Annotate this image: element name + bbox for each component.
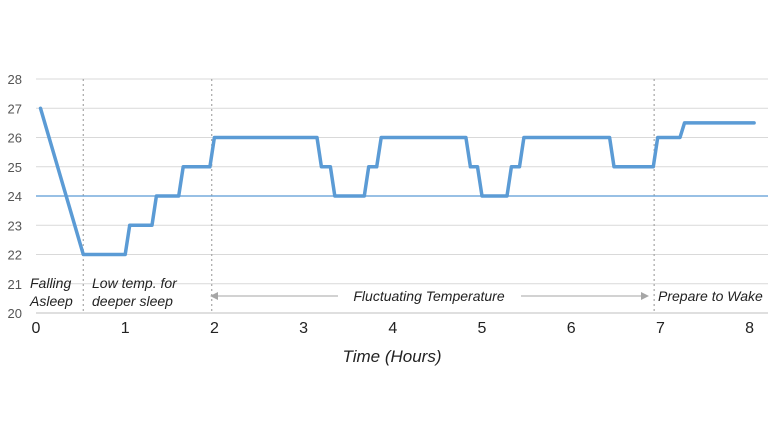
arrow-right-head [641,292,649,300]
annotation-low-temp-line1: Low temp. for [92,275,178,291]
y-tick-label: 25 [8,160,22,175]
annotation-falling-asleep-line2: Asleep [29,293,73,309]
y-tick-label: 27 [8,101,22,116]
x-axis-label: Time (Hours) [342,347,441,366]
annotation-prepare-to-wake: Prepare to Wake [658,288,763,304]
x-tick-label: 6 [567,320,576,337]
x-tick-label: 5 [478,320,487,337]
x-tick-label: 8 [745,320,754,337]
y-tick-label: 23 [8,218,22,233]
annotation-falling-asleep-line1: Falling [30,275,71,291]
y-tick-label: 22 [8,248,22,263]
annotation-low-temp-line2: deeper sleep [92,293,173,309]
x-tick-label: 0 [32,320,41,337]
y-tick-label: 24 [8,189,22,204]
y-tick-label: 26 [8,131,22,146]
temperature-series-line [38,106,756,257]
x-tick-label: 7 [656,320,665,337]
y-tick-label: 21 [8,277,22,292]
arrow-left-head [210,292,218,300]
annotation-fluctuating-temperature: Fluctuating Temperature [353,288,504,304]
grid-lines [36,78,768,285]
fluctuating-arrow [210,292,649,300]
x-tick-label: 2 [210,320,219,337]
x-tick-label: 3 [299,320,308,337]
y-tick-label: 20 [8,306,22,321]
y-axis-ticks: 20 21 22 23 24 25 26 27 28 [8,72,22,321]
y-tick-label: 28 [8,72,22,87]
x-axis-ticks: 0 1 2 3 4 5 6 7 8 [32,320,755,337]
x-tick-label: 1 [121,320,130,337]
x-tick-label: 4 [388,320,397,337]
